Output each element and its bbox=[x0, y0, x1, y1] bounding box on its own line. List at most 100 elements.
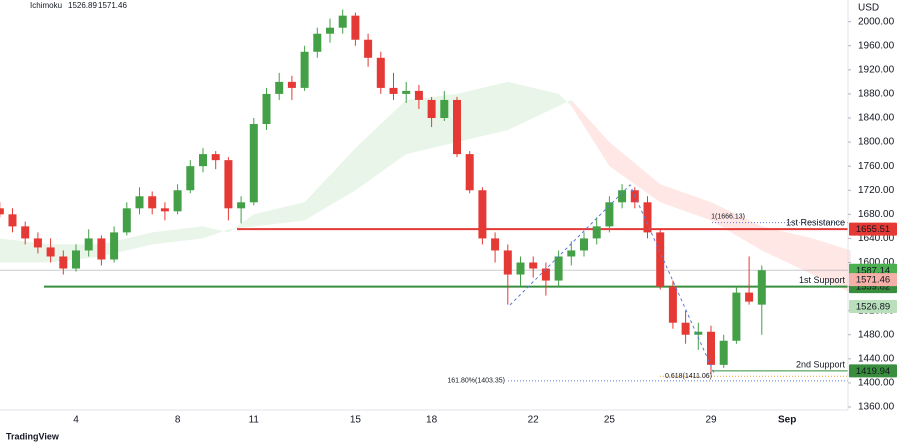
x-tick-label: 18 bbox=[426, 415, 438, 426]
price-label: 1419.94 bbox=[856, 366, 890, 377]
candle-body bbox=[148, 196, 157, 209]
cloud-segment bbox=[355, 99, 407, 191]
cloud-segment bbox=[571, 99, 610, 167]
price-label-box bbox=[849, 273, 897, 287]
y-tick-label: 1400.00 bbox=[858, 378, 895, 389]
indicator-value: 1526.89 bbox=[68, 1, 97, 10]
candle-body bbox=[237, 202, 246, 209]
x-tick-label: Sep bbox=[778, 415, 796, 426]
candle-body bbox=[300, 51, 309, 88]
candle-body bbox=[541, 268, 550, 281]
cloud-segment bbox=[304, 148, 356, 221]
candle-body bbox=[0, 208, 4, 215]
candle-body bbox=[757, 270, 766, 305]
candle-body bbox=[656, 232, 665, 287]
candle-body bbox=[249, 124, 258, 203]
candle-body bbox=[554, 256, 563, 281]
price-label: 1587.14 bbox=[856, 265, 890, 276]
candle-body bbox=[173, 190, 182, 212]
candle-body bbox=[605, 202, 614, 227]
price-label: 1559.82 bbox=[856, 282, 890, 293]
candle-body bbox=[389, 87, 398, 94]
candle-body bbox=[364, 39, 373, 58]
y-tick-label: 1680.00 bbox=[858, 209, 895, 220]
price-label-box bbox=[849, 222, 897, 236]
price-label: 1655.51 bbox=[856, 224, 890, 235]
y-tick-label: 1880.00 bbox=[858, 89, 895, 100]
candle-body bbox=[97, 238, 106, 260]
indicator-name: Ichimoku bbox=[30, 1, 62, 10]
candle-body bbox=[503, 250, 512, 275]
candle-body bbox=[46, 247, 55, 257]
candle-body bbox=[580, 238, 588, 251]
candle-body bbox=[427, 99, 436, 119]
y-tick-label: 1720.00 bbox=[858, 185, 895, 196]
candle-body bbox=[59, 256, 68, 269]
candle-body bbox=[707, 331, 715, 365]
y-tick-label: 1360.00 bbox=[858, 402, 895, 413]
cloud-segment bbox=[812, 238, 851, 293]
candle-body bbox=[224, 160, 233, 209]
x-tick-label: 11 bbox=[249, 415, 260, 426]
annotation-label: 0.618(1411.06) bbox=[665, 373, 712, 380]
candle-body bbox=[414, 90, 423, 100]
watermark: TradingView bbox=[6, 431, 60, 441]
candle-body bbox=[402, 90, 411, 94]
level-label: 1st Support bbox=[799, 275, 846, 285]
candle-body bbox=[618, 190, 627, 203]
y-tick-label: 1960.00 bbox=[858, 40, 895, 51]
cloud-segment bbox=[609, 142, 661, 203]
annotation-label: 161.80%(1403.35) bbox=[447, 378, 505, 385]
cloud-segment bbox=[711, 202, 762, 251]
candle-body bbox=[440, 99, 449, 119]
candle-body bbox=[338, 15, 347, 28]
candle-body bbox=[211, 154, 220, 161]
cloud-segment bbox=[507, 81, 559, 131]
price-label-box bbox=[849, 300, 897, 314]
candle-body bbox=[643, 202, 652, 233]
level-label: 1st Resistance bbox=[786, 217, 845, 227]
y-tick-label: 1920.00 bbox=[858, 64, 895, 75]
cloud-segment bbox=[761, 226, 813, 275]
candle-body bbox=[516, 262, 525, 275]
fib-drawing bbox=[509, 184, 716, 376]
price-label: 1526.89 bbox=[856, 302, 890, 313]
candle-body bbox=[275, 81, 284, 94]
x-tick-label: 22 bbox=[528, 415, 540, 426]
candle-body bbox=[262, 93, 271, 125]
cloud-segment bbox=[152, 226, 203, 245]
price-label: 1571.46 bbox=[856, 275, 890, 286]
candle-body bbox=[567, 250, 576, 257]
candle-body bbox=[186, 166, 195, 191]
candle-body bbox=[8, 214, 17, 227]
x-tick-label: 15 bbox=[350, 415, 362, 426]
candle-body bbox=[160, 208, 169, 212]
candle-body bbox=[351, 15, 360, 40]
candle-body bbox=[72, 250, 80, 269]
candle-body bbox=[529, 262, 538, 269]
y-tick-label: 1480.00 bbox=[858, 329, 895, 340]
cloud-segment bbox=[660, 184, 711, 221]
x-tick-label: 25 bbox=[604, 415, 616, 426]
candle-body bbox=[592, 226, 601, 239]
candle-body bbox=[326, 27, 334, 34]
y-tick-label: 1760.00 bbox=[858, 161, 895, 172]
candle-body bbox=[313, 33, 322, 52]
candle-body bbox=[719, 340, 728, 365]
y-tick-label: 2000.00 bbox=[858, 16, 895, 27]
x-tick-label: 4 bbox=[73, 415, 79, 426]
candle-body bbox=[135, 196, 144, 209]
candle-body bbox=[681, 322, 690, 335]
cloud-segment bbox=[203, 226, 229, 239]
candle-body bbox=[694, 331, 703, 335]
candle-body bbox=[199, 154, 207, 167]
candle-body bbox=[376, 57, 385, 88]
candle-body bbox=[453, 99, 461, 155]
y-tick-label: 1800.00 bbox=[858, 137, 895, 148]
candle-body bbox=[745, 292, 754, 302]
cloud-segment bbox=[253, 202, 305, 227]
candle-body bbox=[122, 208, 131, 233]
candle-body bbox=[287, 81, 296, 88]
candle-body bbox=[33, 238, 42, 248]
